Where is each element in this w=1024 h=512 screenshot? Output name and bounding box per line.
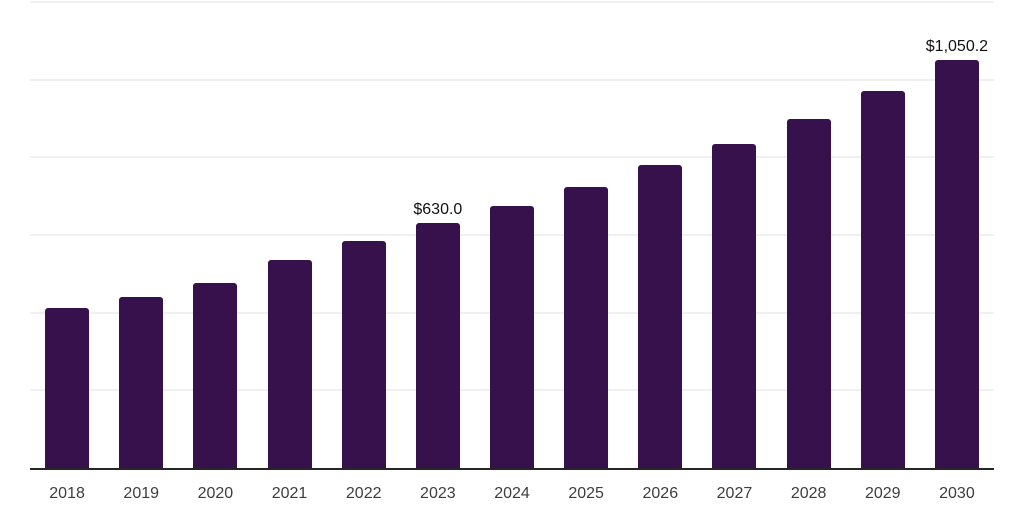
bar-2029: [860, 90, 905, 468]
bar-2020: [193, 282, 238, 468]
x-tick-label-2025: 2025: [568, 485, 604, 502]
x-tick-label-2021: 2021: [271, 485, 308, 502]
bar-2019: [119, 296, 164, 468]
bar-2018: [45, 307, 90, 468]
gridline-1200: [30, 1, 994, 3]
x-tick-label-2022: 2022: [345, 485, 382, 502]
x-tick-label-2018: 2018: [49, 485, 85, 502]
bar-2021: [267, 259, 312, 468]
bar-2030: [934, 60, 979, 468]
bar-2028: [786, 118, 831, 468]
x-tick-label-2029: 2029: [864, 485, 901, 502]
x-tick-label-2019: 2019: [123, 485, 160, 502]
bar-2025: [564, 187, 609, 468]
x-axis-line: [30, 468, 994, 470]
x-tick-label-2026: 2026: [642, 485, 679, 502]
bar-2022: [341, 240, 386, 468]
bar-2027: [712, 143, 757, 468]
value-label-2030: $1,050.2: [925, 38, 989, 56]
bar-2026: [638, 165, 683, 468]
x-tick-label-2028: 2028: [790, 485, 827, 502]
bar-2023: [415, 223, 460, 468]
value-label-2023: $630.0: [413, 201, 463, 219]
bar-2024: [490, 205, 534, 468]
x-tick-label-2024: 2024: [494, 485, 530, 502]
gridline-1000: [30, 78, 994, 81]
x-tick-label-2027: 2027: [716, 485, 753, 502]
x-tick-label-2030: 2030: [939, 485, 975, 502]
gridline-800: [30, 156, 994, 159]
x-tick-label-2020: 2020: [197, 485, 234, 502]
x-tick-label-2023: 2023: [420, 485, 456, 502]
